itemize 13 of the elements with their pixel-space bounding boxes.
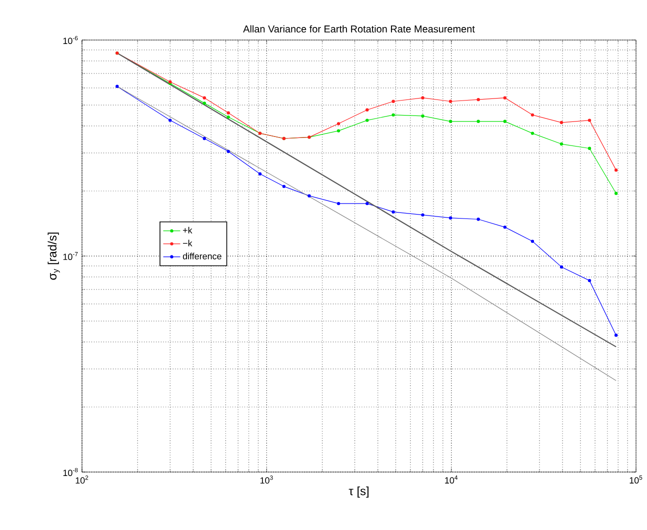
legend-label: +k <box>182 226 192 234</box>
x-axis-title: τ [s] <box>348 486 368 498</box>
x-tick-label: 10$^{5}$ <box>630 476 642 484</box>
y-tick-label: 10$^{-8}$ <box>63 468 78 476</box>
x-tick-label: 10$^{4}$ <box>445 476 458 484</box>
x-tick-label: 10$^{2}$ <box>76 476 88 484</box>
legend-label: difference <box>182 252 222 260</box>
legend-label: −k <box>182 240 192 246</box>
chart-title: Allan Variance for Earth Rotation Rate Measurement <box>243 25 475 33</box>
y-axis-title: σ$_{y}$ [rad/s] <box>48 232 60 280</box>
x-tick-label: 10$^{3}$ <box>260 476 273 484</box>
y-tick-label: 10$^{-7}$ <box>63 252 78 260</box>
y-tick-label: 10$^{-6}$ <box>63 36 78 44</box>
